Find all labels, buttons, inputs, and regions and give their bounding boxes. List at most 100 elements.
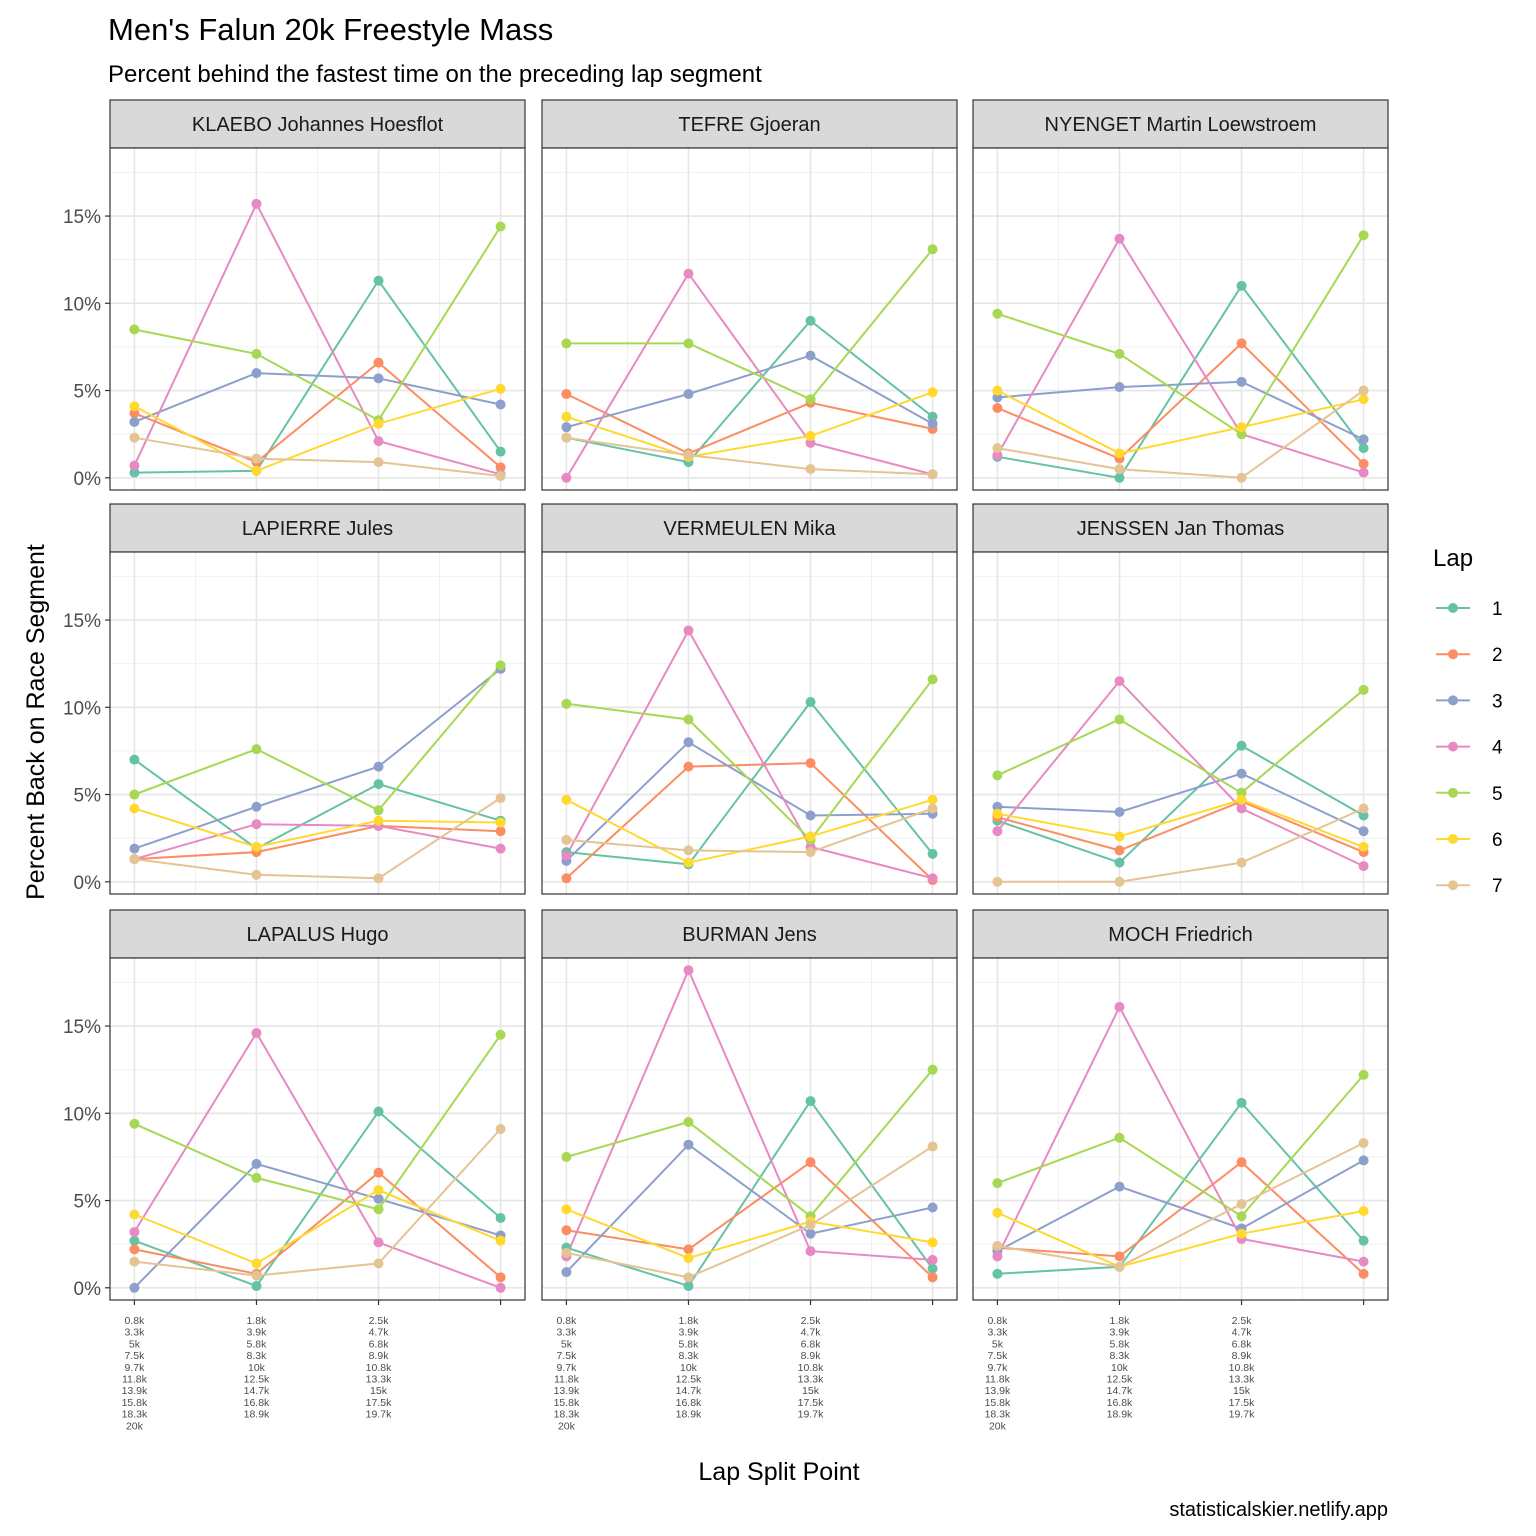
data-point-lap-5 — [927, 1064, 938, 1075]
data-point-lap-3 — [1114, 382, 1125, 393]
data-point-lap-1 — [129, 754, 140, 765]
x-tick-label-line: 0.8k — [987, 1315, 1008, 1327]
data-point-lap-3 — [1236, 768, 1247, 779]
data-point-lap-3 — [1358, 826, 1369, 837]
data-point-lap-6 — [251, 841, 262, 852]
facet-strip — [109, 99, 526, 149]
data-point-lap-7 — [373, 873, 384, 884]
series-line-lap-6 — [565, 798, 933, 864]
data-point-lap-2 — [561, 389, 572, 400]
x-tick-label-line: 10.8k — [366, 1362, 392, 1374]
data-point-lap-7 — [1236, 857, 1247, 868]
data-point-lap-2 — [1114, 845, 1125, 856]
data-point-lap-4 — [373, 1237, 384, 1248]
data-point-lap-4 — [683, 625, 694, 636]
data-point-lap-7 — [683, 450, 694, 461]
chart-title: Men's Falun 20k Freestyle Mass — [108, 12, 553, 47]
data-point-lap-3 — [373, 373, 384, 384]
data-point-lap-4 — [1114, 1001, 1125, 1012]
data-point-lap-3 — [805, 1228, 816, 1239]
x-tick-label-line: 18.9k — [676, 1409, 702, 1421]
x-tick-label-line: 1.8k — [247, 1315, 268, 1327]
data-point-lap-1 — [495, 1212, 506, 1223]
data-point-lap-6 — [805, 831, 816, 842]
data-point-lap-6 — [992, 385, 1003, 396]
data-point-lap-4 — [251, 1028, 262, 1039]
data-point-lap-2 — [495, 826, 506, 837]
series-line-lap-7 — [566, 436, 933, 476]
data-point-lap-5 — [495, 221, 506, 232]
data-point-lap-3 — [992, 392, 1003, 403]
series-line-lap-5 — [997, 234, 1365, 436]
x-tick-label-line: 5.8k — [679, 1338, 700, 1350]
data-point-lap-7 — [129, 432, 140, 443]
facet-panel: VERMEULEN Mika — [541, 503, 958, 895]
data-point-lap-4 — [561, 850, 572, 861]
y-tick-label: 15% — [63, 611, 101, 632]
series-line-lap-1 — [133, 758, 501, 850]
data-point-lap-2 — [805, 1157, 816, 1168]
series-line-lap-2 — [997, 342, 1365, 465]
series-line-lap-6 — [134, 1188, 501, 1265]
data-point-lap-1 — [805, 697, 816, 708]
data-point-lap-5 — [129, 789, 140, 800]
x-tick-label: 1.8k 3.9k 5.8k 8.3k 10k 12.5k 14.7k 16.8k 18.9k — [244, 1315, 270, 1421]
data-point-lap-1 — [1236, 1097, 1247, 1108]
x-tick-label-line: 7.5k — [124, 1350, 145, 1362]
data-point-lap-2 — [561, 1225, 572, 1236]
x-tick-label-line: 11.8k — [122, 1374, 148, 1386]
x-tick-label: 2.5k 4.7k 6.8k 8.9k 10.8k 13.3k 15k 17.5k 19.7k — [366, 1315, 392, 1421]
x-tick-label-line: 12.5k — [1107, 1374, 1133, 1386]
data-point-lap-6 — [1236, 422, 1247, 433]
data-point-lap-1 — [992, 1268, 1003, 1279]
series-line-lap-5 — [996, 689, 1365, 795]
data-point-lap-6 — [129, 1209, 140, 1220]
x-tick-label-line: 10.8k — [798, 1362, 824, 1374]
facet-strip-label: LAPIERRE Jules — [242, 518, 393, 540]
data-point-lap-7 — [495, 793, 506, 804]
x-tick-label: 2.5k 4.7k 6.8k 8.9k 10.8k 13.3k 15k 17.5k 19.7k — [798, 1315, 824, 1421]
x-tick-label-line: 19.7k — [798, 1409, 824, 1421]
data-point-lap-3 — [495, 399, 506, 410]
series-line-lap-2 — [565, 393, 933, 455]
data-point-lap-5 — [373, 1204, 384, 1215]
series-line-lap-3 — [996, 1159, 1365, 1252]
data-point-lap-7 — [495, 1124, 506, 1134]
data-point-lap-3 — [805, 350, 816, 361]
y-tick-label: 0% — [74, 873, 102, 894]
facet-strip-label: KLAEBO Johannes Hoesflot — [192, 114, 444, 136]
x-tick-label-line: 4.7k — [801, 1327, 822, 1339]
x-tick-label: 0.8k 3.3k 5k 7.5k 9.7k 11.8k 13.9k 15.8k 18.3k 20… — [554, 1315, 580, 1432]
y-tick-label: 5% — [74, 786, 102, 807]
data-point-lap-6 — [373, 815, 384, 826]
x-tick-label-line: 13.9k — [554, 1385, 580, 1397]
series-line-lap-1 — [566, 700, 934, 866]
x-tick-label-line: 4.7k — [1232, 1327, 1253, 1339]
x-tick-label-line: 3.9k — [679, 1327, 700, 1339]
panel-border — [541, 551, 958, 895]
x-tick-label-line: 20k — [126, 1420, 144, 1432]
data-point-lap-5 — [683, 338, 694, 349]
x-tick-label-line: 13.3k — [366, 1374, 392, 1386]
facet-strip — [109, 503, 526, 553]
legend-key-point — [1448, 834, 1458, 844]
series-line-lap-6 — [997, 798, 1364, 848]
data-point-lap-2 — [1114, 1251, 1125, 1262]
data-point-lap-6 — [1114, 448, 1125, 459]
data-point-lap-3 — [683, 1139, 694, 1150]
data-point-lap-5 — [251, 744, 262, 755]
data-point-lap-5 — [992, 770, 1003, 781]
data-point-lap-5 — [1114, 714, 1125, 725]
x-tick-label-line: 7.5k — [987, 1350, 1008, 1362]
data-point-lap-5 — [683, 714, 694, 725]
data-point-lap-7 — [495, 471, 506, 482]
data-point-lap-1 — [1358, 443, 1369, 454]
series-line-lap-1 — [997, 284, 1365, 479]
data-point-lap-5 — [1114, 1132, 1125, 1143]
facet-strip-label: JENSSEN Jan Thomas — [1077, 518, 1285, 540]
x-tick-label-line: 10.8k — [1229, 1362, 1255, 1374]
data-point-lap-4 — [992, 450, 1003, 461]
series-line-lap-4 — [996, 1004, 1364, 1263]
data-point-lap-7 — [1358, 385, 1369, 396]
series-line-lap-1 — [997, 1101, 1365, 1275]
